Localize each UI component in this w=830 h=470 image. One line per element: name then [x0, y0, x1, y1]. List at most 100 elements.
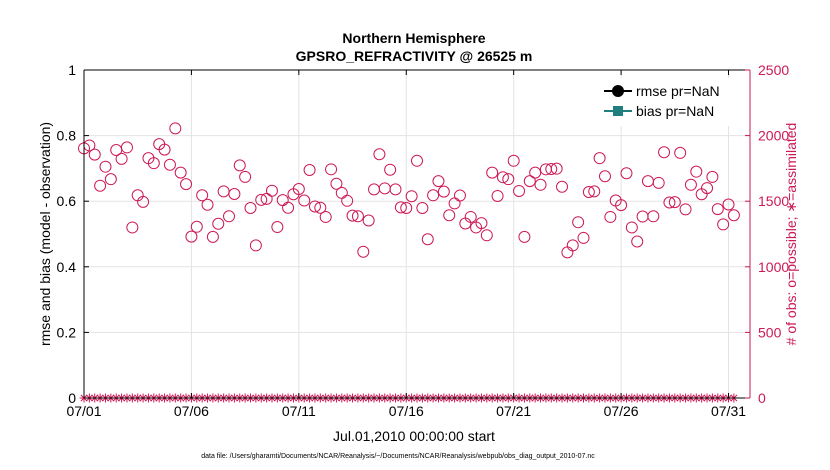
possible-obs-marker — [513, 184, 526, 197]
chart-subtitle: GPSRO_REFRACTIVITY @ 26525 m — [296, 48, 533, 64]
possible-obs-marker — [180, 178, 193, 191]
possible-obs-marker — [427, 189, 440, 202]
possible-obs-marker — [706, 170, 719, 183]
possible-obs-marker — [432, 175, 445, 188]
x-tick-label: 07/01 — [66, 403, 101, 419]
possible-obs-marker — [88, 148, 101, 161]
possible-obs-marker — [717, 218, 730, 231]
possible-obs-marker — [545, 163, 558, 176]
possible-obs-marker — [346, 209, 359, 222]
axes — [83, 69, 751, 399]
possible-obs-marker — [271, 221, 284, 234]
possible-obs-marker — [523, 175, 536, 188]
possible-obs-marker — [684, 178, 697, 191]
possible-obs-marker — [416, 202, 429, 215]
possible-obs-marker — [115, 152, 128, 165]
possible-obs-marker — [362, 214, 375, 227]
legend-bias-marker — [613, 106, 623, 116]
possible-obs-marker — [147, 157, 160, 170]
y-tick-label: 1 — [68, 62, 76, 78]
possible-obs-marker — [206, 230, 219, 243]
x-axis-label: Jul.01,2010 00:00:00 start — [333, 428, 495, 444]
possible-obs-marker — [507, 154, 520, 167]
x-tick-label: 07/06 — [174, 403, 209, 419]
possible-obs-marker — [625, 221, 638, 234]
possible-obs-marker — [400, 202, 413, 215]
possible-obs-marker — [99, 160, 112, 173]
possible-obs-marker — [674, 146, 687, 159]
possible-obs-marker — [405, 190, 418, 203]
x-tick-label: 07/31 — [711, 403, 746, 419]
possible-obs-marker — [120, 141, 133, 154]
possible-obs-marker — [303, 163, 316, 176]
possible-obs-marker — [94, 179, 107, 192]
y-right-tick-label: 1500 — [758, 193, 789, 209]
possible-obs-marker — [212, 217, 225, 230]
possible-obs-marker — [298, 194, 311, 207]
possible-obs-marker — [615, 199, 628, 212]
data-file-footnote: data file: /Users/gharamti/Documents/NCA… — [201, 453, 595, 460]
possible-obs-marker — [577, 231, 590, 244]
possible-obs-marker — [556, 180, 569, 193]
y-tick-label: 0.6 — [57, 193, 77, 209]
y-tick-label: 0 — [68, 390, 76, 406]
possible-obs-marker — [201, 198, 214, 211]
possible-obs-marker — [104, 173, 117, 186]
possible-obs-marker — [190, 220, 203, 233]
possible-obs-marker — [566, 239, 579, 252]
possible-obs-marker — [598, 170, 611, 183]
possible-obs-marker — [341, 194, 354, 207]
possible-obs-marker — [158, 143, 171, 156]
possible-obs-marker — [502, 173, 515, 186]
possible-obs-marker — [233, 159, 246, 172]
possible-obs-marker — [394, 201, 407, 214]
y-right-tick-label: 500 — [758, 324, 782, 340]
possible-obs-marker — [480, 229, 493, 242]
possible-obs-marker — [443, 209, 456, 222]
possible-obs-marker — [126, 221, 139, 234]
y-tick-label: 0.4 — [57, 259, 77, 275]
possible-obs-marker — [330, 177, 343, 190]
ticks: 07/01 07/06 07/11 07/16 07/21 07/26 07/31 0 0.2 0… — [57, 62, 790, 419]
possible-obs-marker — [658, 146, 671, 159]
legend-bias-label: bias pr=NaN — [636, 103, 714, 119]
legend-rmse-marker — [612, 85, 624, 97]
possible-obs-marker — [582, 186, 595, 199]
possible-obs-marker — [351, 210, 364, 223]
possible-obs-marker — [663, 196, 676, 209]
possible-obs-marker — [314, 201, 327, 214]
possible-obs-marker — [411, 154, 423, 167]
possible-obs-marker — [475, 217, 488, 230]
possible-obs-marker — [174, 166, 187, 179]
possible-obs-marker — [711, 203, 724, 216]
possible-obs-marker — [727, 209, 740, 222]
y-right-tick-label: 2000 — [758, 128, 789, 144]
possible-obs-marker — [384, 163, 397, 176]
possible-obs-marker — [572, 216, 585, 229]
x-tick-label: 07/21 — [496, 403, 531, 419]
possible-obs-marker — [604, 210, 617, 223]
possible-obs-marker — [292, 182, 305, 195]
possible-obs-marker — [389, 183, 402, 196]
y-axis-right-label: # of obs: o=possible; ∗=assimilated — [783, 123, 799, 346]
possible-obs-marker — [421, 233, 434, 246]
possible-obs-marker — [373, 148, 386, 161]
possible-obs-marker — [690, 165, 703, 178]
y-tick-label: 0.8 — [57, 128, 77, 144]
possible-obs-marker — [319, 210, 332, 223]
y-tick-label: 0.2 — [57, 324, 77, 340]
legend-box — [600, 78, 744, 126]
possible-obs-marker — [652, 176, 665, 189]
possible-obs-marker — [593, 152, 606, 165]
x-tick-label: 07/16 — [389, 403, 424, 419]
possible-obs-marker — [464, 210, 477, 223]
possible-obs-marker — [550, 162, 563, 175]
possible-obs-marker — [491, 189, 504, 202]
possible-obs-marker — [163, 158, 176, 171]
series-possible — [78, 122, 740, 259]
y-axis-label: rmse and bias (model - observation) — [37, 122, 53, 346]
possible-obs-marker — [265, 184, 278, 197]
possible-obs-marker — [701, 182, 714, 195]
